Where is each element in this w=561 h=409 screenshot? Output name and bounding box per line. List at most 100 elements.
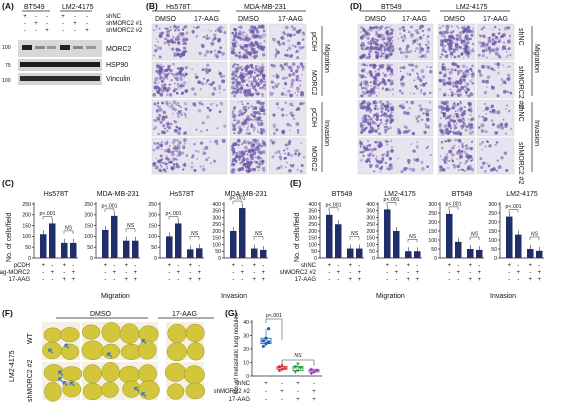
stained-cell: [184, 72, 188, 76]
stained-cell: [438, 78, 442, 83]
stained-cell: [454, 46, 459, 51]
stained-cell: [420, 160, 424, 164]
stained-cell: [444, 54, 449, 59]
stained-cell: [250, 82, 254, 86]
stained-cell: [364, 80, 369, 84]
stained-cell: [384, 48, 388, 52]
stained-cell: [248, 88, 252, 91]
y-tick-label: 150: [428, 229, 437, 235]
stained-cell: [171, 150, 175, 153]
stained-cell: [493, 131, 498, 135]
stained-cell: [247, 43, 251, 47]
stained-cell: [410, 25, 413, 29]
sig-bracket: [63, 230, 74, 234]
row-label-shmorc2-1: shMORC2 #1: [106, 21, 143, 27]
stained-cell: [456, 93, 461, 97]
stained-cell: [244, 122, 247, 125]
y-tick-label: 300: [366, 215, 375, 221]
stained-cell: [381, 102, 384, 105]
stained-cell: [240, 121, 245, 126]
bar: [132, 240, 139, 258]
stained-cell: [182, 42, 185, 46]
stained-cell: [173, 41, 177, 44]
lung-lobe: [167, 383, 185, 400]
stained-cell: [455, 122, 458, 125]
stained-cell: [251, 105, 256, 110]
stained-cell: [160, 31, 164, 35]
stained-cell: [159, 75, 163, 79]
stained-cell: [388, 45, 392, 49]
stained-cell: [215, 55, 220, 59]
stained-cell: [190, 165, 194, 169]
stained-cell: [460, 125, 462, 127]
stained-cell: [389, 53, 393, 57]
stained-cell: [507, 109, 511, 113]
stained-cell: [159, 48, 162, 51]
stained-cell: [218, 29, 223, 33]
stained-cell: [287, 65, 291, 70]
stained-cell: [390, 105, 395, 110]
stained-cell: [470, 33, 474, 38]
stained-cell: [237, 81, 241, 85]
sign: -: [337, 277, 339, 283]
sign: -: [86, 21, 88, 27]
stained-cell: [289, 124, 292, 127]
stained-cell: [380, 43, 384, 48]
stained-cell: [261, 33, 266, 38]
stained-cell: [154, 48, 158, 53]
stained-cell: [372, 46, 377, 51]
stained-cell: [286, 161, 288, 164]
sign: -: [46, 14, 48, 20]
stained-cell: [440, 146, 444, 150]
stained-cell: [274, 84, 279, 88]
stained-cell: [283, 68, 286, 71]
sign: +: [296, 381, 300, 387]
stained-cell: [171, 112, 174, 115]
stained-cell: [378, 92, 380, 94]
stained-cell: [449, 72, 452, 75]
stained-cell: [375, 155, 378, 158]
sig-label: p<.001: [229, 196, 245, 202]
stained-cell: [255, 64, 258, 67]
stained-cell: [373, 70, 377, 73]
stained-cell: [294, 69, 299, 74]
stained-cell: [177, 127, 181, 131]
sign: -: [35, 14, 37, 20]
stained-cell: [216, 142, 219, 146]
bar: [175, 223, 182, 258]
band: [35, 46, 45, 49]
stained-cell: [169, 28, 172, 31]
stained-cell: [382, 55, 384, 58]
stained-cell: [285, 53, 289, 58]
sign: -: [125, 270, 127, 276]
stained-cell: [402, 28, 406, 32]
stained-cell: [365, 90, 370, 95]
y-tick-label: 100: [366, 242, 375, 248]
stained-cell: [455, 42, 459, 47]
stained-cell: [456, 37, 459, 40]
stained-cell: [237, 84, 239, 86]
western-blot: [18, 40, 102, 85]
stained-cell: [263, 40, 266, 43]
stained-cell: [174, 76, 179, 81]
stained-cell: [485, 106, 490, 111]
stained-cell: [494, 35, 499, 40]
stained-cell: [256, 117, 259, 120]
stained-cell: [454, 55, 457, 59]
stained-cell: [467, 73, 470, 76]
stained-cell: [246, 161, 249, 163]
stained-cell: [488, 36, 491, 39]
stained-cell: [241, 143, 243, 146]
stained-cell: [427, 40, 430, 43]
stained-cell: [238, 140, 241, 143]
stained-cell: [278, 43, 281, 46]
stained-cell: [175, 72, 179, 76]
stained-cell: [369, 126, 373, 130]
stained-cell: [366, 139, 370, 143]
stained-cell: [183, 163, 187, 167]
stained-cell: [378, 132, 382, 136]
stained-cell: [450, 25, 453, 28]
stained-cell: [451, 36, 455, 40]
sign: -: [35, 28, 37, 34]
stained-cell: [250, 167, 254, 172]
